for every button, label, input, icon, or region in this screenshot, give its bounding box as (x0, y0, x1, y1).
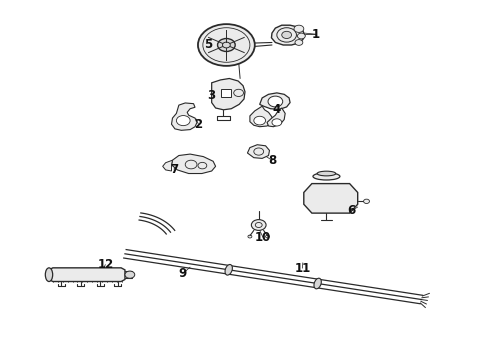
Polygon shape (172, 154, 216, 174)
Polygon shape (267, 108, 285, 127)
Circle shape (218, 39, 235, 51)
Circle shape (297, 33, 305, 39)
Text: 8: 8 (268, 154, 276, 167)
Polygon shape (247, 145, 270, 158)
Polygon shape (163, 160, 172, 171)
Circle shape (282, 31, 292, 39)
Text: 11: 11 (294, 262, 311, 275)
Text: 9: 9 (179, 267, 187, 280)
Circle shape (254, 116, 266, 125)
Ellipse shape (317, 171, 336, 176)
Polygon shape (212, 78, 245, 110)
Circle shape (125, 271, 135, 278)
Circle shape (272, 119, 282, 126)
Ellipse shape (313, 173, 340, 180)
Polygon shape (260, 93, 290, 109)
Circle shape (364, 199, 369, 203)
Circle shape (268, 96, 283, 107)
Text: 12: 12 (97, 258, 114, 271)
Text: 4: 4 (273, 103, 281, 116)
Polygon shape (250, 106, 272, 127)
Polygon shape (49, 268, 125, 282)
Circle shape (251, 220, 266, 230)
Text: 10: 10 (255, 231, 271, 244)
Polygon shape (271, 25, 305, 45)
Ellipse shape (225, 265, 232, 275)
Polygon shape (304, 184, 358, 213)
Circle shape (294, 25, 304, 32)
Text: 6: 6 (348, 204, 356, 217)
Polygon shape (172, 103, 197, 130)
Text: 7: 7 (170, 163, 178, 176)
Ellipse shape (314, 278, 321, 289)
Text: 3: 3 (208, 89, 216, 102)
Text: 5: 5 (204, 38, 212, 51)
Circle shape (295, 40, 303, 45)
Polygon shape (220, 89, 231, 97)
Text: 1: 1 (312, 28, 320, 41)
Text: 2: 2 (195, 118, 202, 131)
Ellipse shape (46, 268, 53, 282)
Circle shape (176, 116, 190, 126)
Circle shape (198, 24, 255, 66)
